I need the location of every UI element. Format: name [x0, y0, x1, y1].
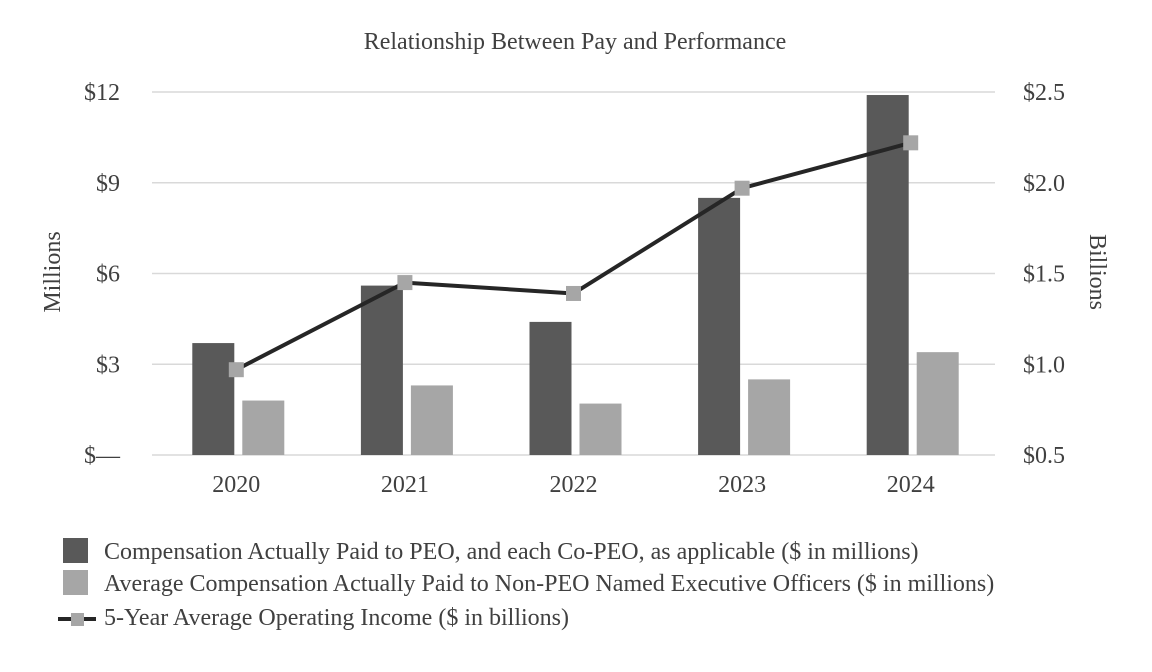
right-tick-label: $0.5: [1023, 443, 1065, 469]
legend-swatch-peo: [63, 538, 88, 563]
bar-non-peo-2020: [242, 400, 285, 455]
left-tick-label: $6: [96, 262, 120, 288]
bar-peo-2021: [360, 285, 403, 455]
x-tick-label: 2022: [550, 472, 598, 498]
operating-income-marker-2022: [566, 285, 581, 301]
bar-series: [192, 95, 959, 456]
left-axis-ticks: $— $3 $6 $9 $12: [84, 80, 121, 469]
operating-income-marker-2024: [903, 135, 919, 151]
legend: Compensation Actually Paid to PEO, and e…: [58, 538, 994, 631]
x-tick-label: 2023: [718, 472, 766, 498]
x-tick-label: 2024: [887, 472, 935, 498]
right-axis-title: Billions: [1084, 234, 1110, 310]
operating-income-marker-2021: [397, 275, 413, 291]
right-axis-ticks: $0.5 $1.0 $1.5 $2.0 $2.5: [1023, 80, 1065, 469]
bar-peo-2020: [192, 343, 235, 455]
operating-income-marker-2023: [734, 180, 750, 196]
bar-peo-2023: [698, 197, 741, 455]
left-tick-label: $—: [84, 443, 121, 469]
x-tick-label: 2021: [381, 472, 429, 498]
bar-peo-2024: [866, 95, 909, 456]
gridlines: [152, 91, 995, 456]
left-tick-label: $12: [84, 80, 120, 106]
right-tick-label: $2.5: [1023, 80, 1065, 106]
legend-swatch-non-peo: [63, 570, 88, 595]
legend-label-peo: Compensation Actually Paid to PEO, and e…: [104, 539, 919, 565]
left-tick-label: $3: [96, 352, 120, 378]
left-tick-label: $9: [96, 171, 120, 197]
bar-non-peo-2022: [579, 403, 622, 455]
legend-label-operating-income: 5-Year Average Operating Income ($ in bi…: [104, 605, 569, 631]
operating-income-line: [235, 140, 912, 372]
right-tick-label: $1.5: [1023, 262, 1065, 288]
bar-non-peo-2023: [748, 379, 791, 455]
bar-non-peo-2024: [916, 352, 959, 455]
legend-marker-operating-income: [71, 613, 84, 626]
bar-non-peo-2021: [410, 385, 453, 455]
chart-title: Relationship Between Pay and Performance: [364, 29, 787, 55]
bar-peo-2022: [529, 321, 572, 455]
operating-income-marker-2020: [228, 362, 244, 378]
x-axis-ticks: 2020 2021 2022 2023 2024: [212, 472, 934, 498]
right-tick-label: $1.0: [1023, 352, 1065, 378]
line-series: [228, 135, 919, 378]
legend-label-non-peo: Average Compensation Actually Paid to No…: [104, 571, 994, 597]
right-tick-label: $2.0: [1023, 171, 1065, 197]
x-tick-label: 2020: [212, 472, 260, 498]
left-axis-title: Millions: [40, 231, 66, 312]
